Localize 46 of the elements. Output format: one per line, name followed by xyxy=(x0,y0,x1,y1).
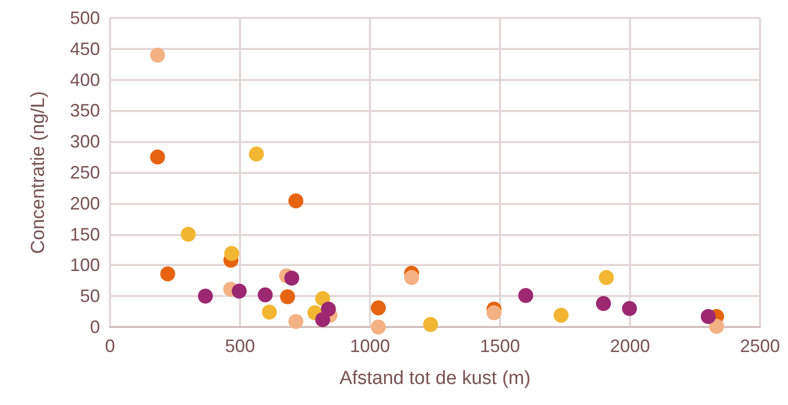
point xyxy=(404,270,420,286)
point xyxy=(554,308,569,323)
x-tick-label: 2000 xyxy=(610,336,650,356)
point xyxy=(598,270,614,286)
y-tick-label: 150 xyxy=(70,224,100,244)
point xyxy=(198,288,213,304)
point xyxy=(700,308,716,324)
point xyxy=(288,193,304,208)
y-tick-label: 400 xyxy=(70,70,100,90)
point xyxy=(370,300,386,316)
point xyxy=(370,320,386,334)
y-tick-label: 200 xyxy=(70,193,100,214)
y-tick-label: 450 xyxy=(70,38,100,59)
point xyxy=(262,304,277,320)
point xyxy=(709,318,724,334)
y-tick-label: 500 xyxy=(70,8,100,28)
y-tick-label: 100 xyxy=(70,255,100,276)
point xyxy=(232,284,247,299)
point xyxy=(150,150,166,165)
point xyxy=(596,296,611,312)
x-tick-label: 2500 xyxy=(740,336,780,356)
y-tick-label: 50 xyxy=(80,286,100,306)
point xyxy=(518,288,534,303)
point xyxy=(486,305,502,320)
x-tick-label: 0 xyxy=(104,336,116,356)
point xyxy=(150,48,166,63)
x-tick-label: 1500 xyxy=(480,336,520,356)
y-tick-label: 300 xyxy=(70,132,100,152)
point xyxy=(288,314,304,329)
point xyxy=(315,312,330,328)
x-tick-label: 1000 xyxy=(350,336,390,356)
point xyxy=(224,246,240,261)
point xyxy=(258,287,273,302)
point xyxy=(160,266,176,282)
point xyxy=(284,270,300,286)
point xyxy=(622,300,637,316)
y-tick-label: 350 xyxy=(70,100,100,121)
x-tick-label: 500 xyxy=(224,336,256,356)
point xyxy=(423,317,438,332)
x-axis-title: Afstand tot de kust (m) xyxy=(339,368,531,389)
y-axis-title: Concentratie (ng/L) xyxy=(28,91,49,254)
point xyxy=(280,289,296,304)
y-tick-label: 0 xyxy=(90,317,100,337)
point xyxy=(180,226,196,242)
point xyxy=(248,146,264,162)
y-tick-label: 250 xyxy=(70,162,100,182)
